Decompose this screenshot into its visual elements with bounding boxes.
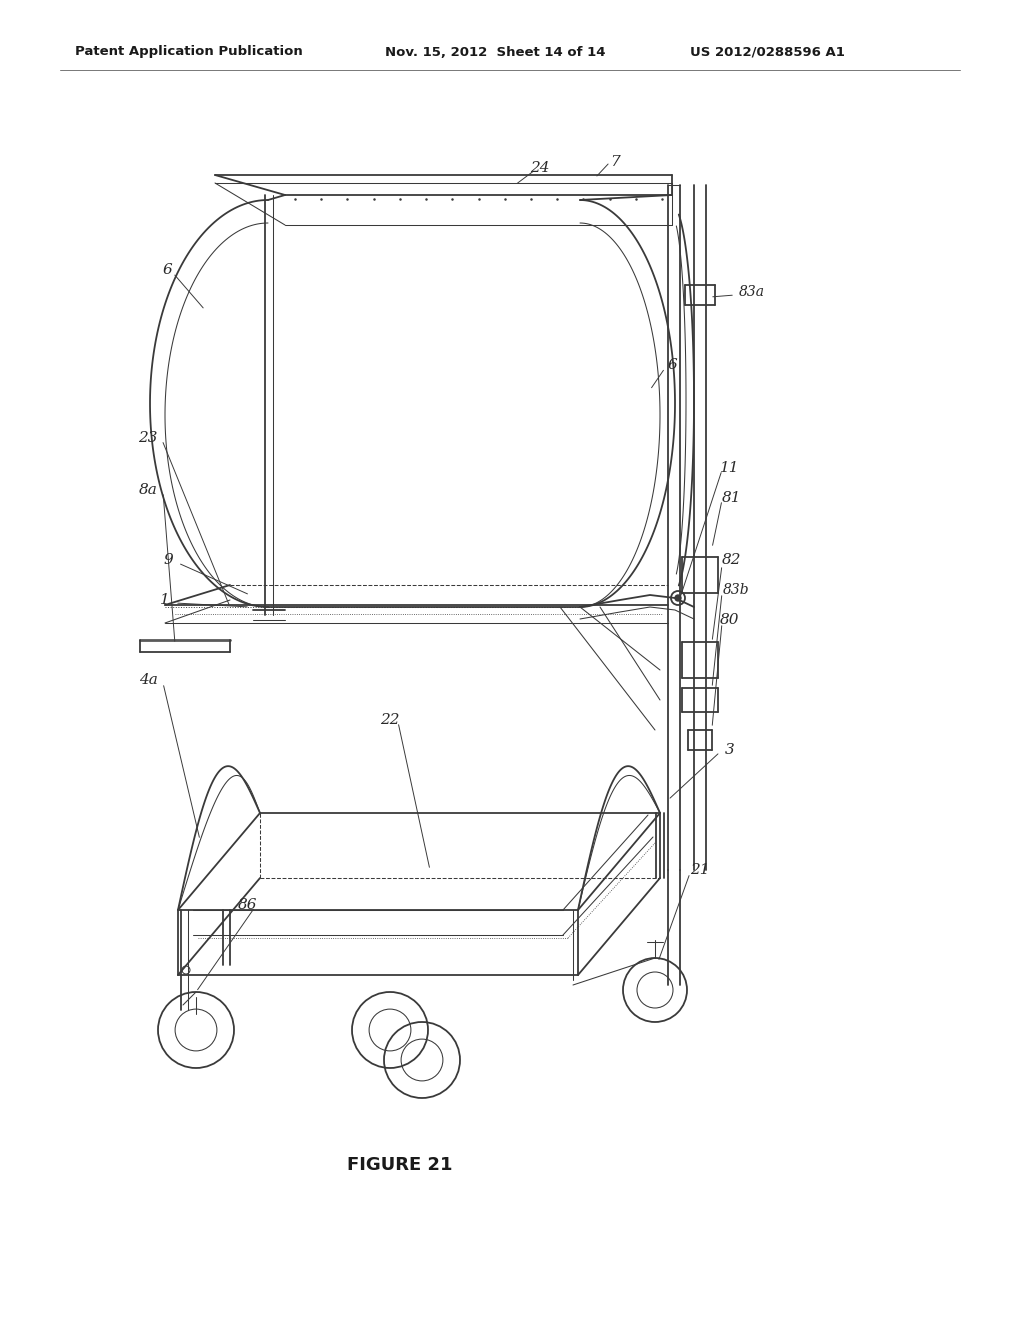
Text: 11: 11 [720,461,739,475]
Text: 22: 22 [380,713,399,727]
Text: 24: 24 [530,161,550,176]
Circle shape [675,595,681,601]
Text: Patent Application Publication: Patent Application Publication [75,45,303,58]
Text: 81: 81 [722,491,741,506]
Text: 83b: 83b [723,583,750,597]
Text: 7: 7 [610,154,620,169]
Text: FIGURE 21: FIGURE 21 [347,1156,453,1173]
Text: 8a: 8a [138,483,158,498]
Text: 86: 86 [239,898,258,912]
Text: 3: 3 [725,743,735,756]
Text: 9: 9 [163,553,173,568]
Text: 83a: 83a [739,285,765,300]
Text: 4a: 4a [138,673,158,686]
Text: 23: 23 [138,432,158,445]
Text: 6: 6 [667,358,677,372]
Text: US 2012/0288596 A1: US 2012/0288596 A1 [690,45,845,58]
Text: 21: 21 [690,863,710,876]
Text: 80: 80 [720,612,739,627]
Text: 6: 6 [162,263,172,277]
Text: 1: 1 [160,593,170,607]
Text: 82: 82 [722,553,741,568]
Text: Nov. 15, 2012  Sheet 14 of 14: Nov. 15, 2012 Sheet 14 of 14 [385,45,605,58]
